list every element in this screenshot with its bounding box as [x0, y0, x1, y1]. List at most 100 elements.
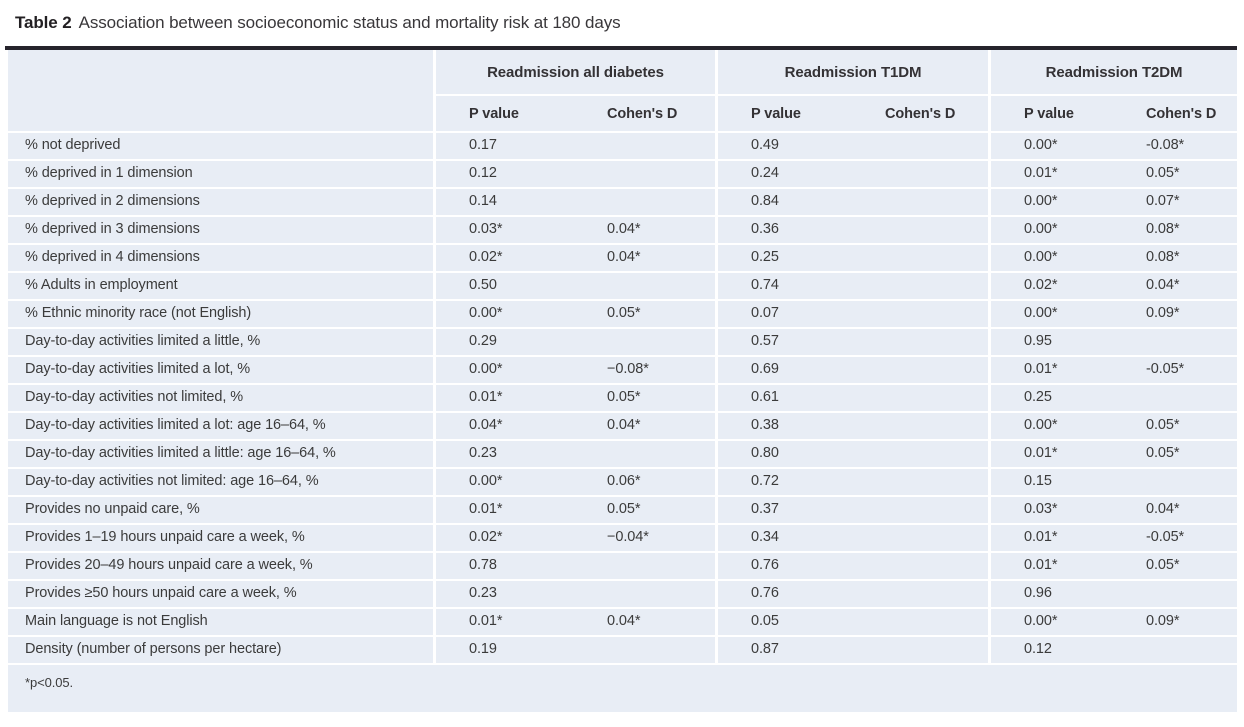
table-row: Provides 20–49 hours unpaid care a week,…	[8, 553, 1237, 581]
cell-value: 0.23	[433, 581, 574, 609]
subheader-cohensd-all: Cohen's D	[574, 96, 715, 133]
cell-value: 0.00*	[433, 357, 574, 385]
cell-value: 0.00*	[988, 245, 1113, 273]
table-row: % deprived in 4 dimensions 0.02* 0.04* 0.25…	[8, 245, 1237, 273]
cell-value: 0.84	[715, 189, 852, 217]
cell-value: 0.29	[433, 329, 574, 357]
cell-value: 0.05	[715, 609, 852, 637]
col-group-readmission-all-diabetes: Readmission all diabetes	[433, 50, 715, 96]
cell-value: 0.05*	[1113, 441, 1237, 469]
cell-value	[574, 133, 715, 161]
row-label: Provides no unpaid care, %	[8, 497, 433, 525]
cell-value: 0.07	[715, 301, 852, 329]
cell-value: 0.00*	[433, 469, 574, 497]
cell-value	[852, 637, 988, 665]
table-row: Day-to-day activities not limited, % 0.01…	[8, 385, 1237, 413]
cell-value: 0.01*	[988, 525, 1113, 553]
table-row: Day-to-day activities not limited: age 1…	[8, 469, 1237, 497]
cell-value: 0.14	[433, 189, 574, 217]
cell-value: 0.78	[433, 553, 574, 581]
cell-value	[574, 329, 715, 357]
cell-value	[852, 441, 988, 469]
cell-value	[1113, 637, 1237, 665]
row-label: Provides 20–49 hours unpaid care a week,…	[8, 553, 433, 581]
cell-value: 0.00*	[988, 301, 1113, 329]
cell-value	[1113, 385, 1237, 413]
cell-value: -0.08*	[1113, 133, 1237, 161]
cell-value: 0.01*	[988, 553, 1113, 581]
row-label: % deprived in 1 dimension	[8, 161, 433, 189]
cell-value: 0.49	[715, 133, 852, 161]
cell-value: 0.07*	[1113, 189, 1237, 217]
cell-value	[852, 553, 988, 581]
cell-value: 0.09*	[1113, 301, 1237, 329]
cell-value: 0.00*	[988, 413, 1113, 441]
table-row: % Ethnic minority race (not English) 0.00…	[8, 301, 1237, 329]
cell-value	[852, 609, 988, 637]
row-label: % Adults in employment	[8, 273, 433, 301]
row-label: Day-to-day activities limited a lot, %	[8, 357, 433, 385]
subheader-cohensd-t2dm: Cohen's D	[1113, 96, 1237, 133]
table-row: Provides ≥50 hours unpaid care a week, %…	[8, 581, 1237, 609]
table-row: % deprived in 1 dimension 0.12 0.24 0.01* 0.…	[8, 161, 1237, 189]
row-label: Day-to-day activities limited a little: …	[8, 441, 433, 469]
cell-value: 0.00*	[988, 133, 1113, 161]
row-label: Day-to-day activities not limited, %	[8, 385, 433, 413]
cell-value	[574, 273, 715, 301]
table-title-text: Association between socioeconomic status…	[78, 13, 621, 32]
cell-value: 0.05*	[574, 385, 715, 413]
row-label: Provides ≥50 hours unpaid care a week, %	[8, 581, 433, 609]
cell-value: 0.04*	[574, 217, 715, 245]
cell-value: 0.76	[715, 581, 852, 609]
cell-value	[852, 245, 988, 273]
table-body: % not deprived 0.17 0.49 0.00* -0.08*% depri…	[8, 133, 1237, 665]
cell-value	[852, 273, 988, 301]
cell-value: 0.76	[715, 553, 852, 581]
subheader-pvalue-all: P value	[433, 96, 574, 133]
group-header-blank	[8, 50, 433, 96]
cell-value: 0.01*	[433, 609, 574, 637]
cell-value: 0.05*	[574, 497, 715, 525]
cell-value: 0.04*	[574, 245, 715, 273]
cell-value: 0.36	[715, 217, 852, 245]
cell-value: 0.03*	[988, 497, 1113, 525]
cell-value: 0.06*	[574, 469, 715, 497]
cell-value: 0.04*	[1113, 497, 1237, 525]
cell-value: 0.96	[988, 581, 1113, 609]
cell-value: 0.37	[715, 497, 852, 525]
cell-value: 0.00*	[433, 301, 574, 329]
cell-value: 0.00*	[988, 609, 1113, 637]
cell-value: 0.01*	[433, 497, 574, 525]
cell-value	[852, 301, 988, 329]
cell-value: −0.04*	[574, 525, 715, 553]
cell-value	[1113, 329, 1237, 357]
row-label: % not deprived	[8, 133, 433, 161]
cell-value: 0.01*	[988, 357, 1113, 385]
cell-value: 0.15	[988, 469, 1113, 497]
col-group-readmission-t1dm: Readmission T1DM	[715, 50, 988, 96]
row-label: Density (number of persons per hectare)	[8, 637, 433, 665]
cell-value: 0.24	[715, 161, 852, 189]
row-label: % deprived in 4 dimensions	[8, 245, 433, 273]
top-rule	[5, 46, 1237, 50]
table-caption: Table 2 Association between socioeconomic…	[0, 0, 1244, 46]
cell-value	[1113, 469, 1237, 497]
cell-value: 0.04*	[433, 413, 574, 441]
cell-value: −0.08*	[574, 357, 715, 385]
cell-value: 0.09*	[1113, 609, 1237, 637]
cell-value	[852, 469, 988, 497]
cell-value: 0.08*	[1113, 217, 1237, 245]
row-label: Main language is not English	[8, 609, 433, 637]
table-row: Density (number of persons per hectare) 0…	[8, 637, 1237, 665]
table-row: Day-to-day activities limited a little, …	[8, 329, 1237, 357]
row-label: Provides 1–19 hours unpaid care a week, …	[8, 525, 433, 553]
cell-value	[852, 133, 988, 161]
subheader-pvalue-t1dm: P value	[715, 96, 852, 133]
cell-value	[852, 525, 988, 553]
cell-value: 0.01*	[988, 441, 1113, 469]
subheader-cohensd-t1dm: Cohen's D	[852, 96, 988, 133]
cell-value: 0.23	[433, 441, 574, 469]
cell-value: 0.00*	[988, 217, 1113, 245]
cell-value: 0.03*	[433, 217, 574, 245]
table-row: Provides 1–19 hours unpaid care a week, …	[8, 525, 1237, 553]
